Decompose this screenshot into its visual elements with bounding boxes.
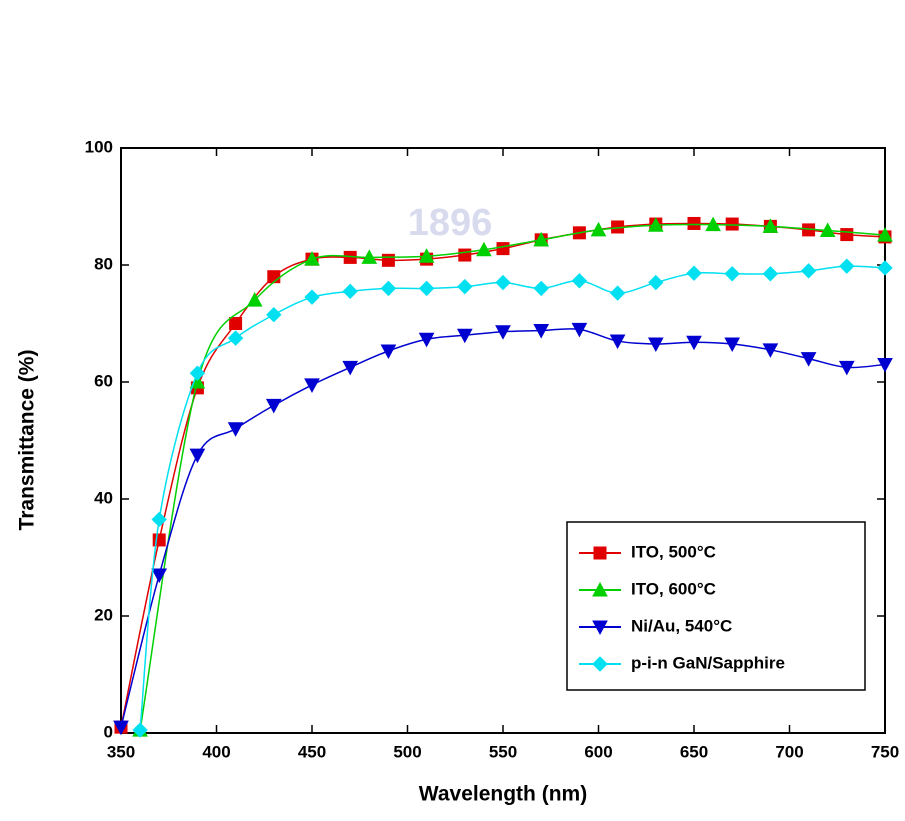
data-point [380,344,397,360]
x-axis-title: Wavelength (nm) [419,783,587,806]
x-tick-label: 550 [489,742,517,761]
x-tick-label: 400 [202,742,230,761]
data-point [838,360,855,376]
data-point [819,222,836,237]
data-point [227,330,244,346]
data-point [609,334,626,350]
data-point [361,249,378,264]
data-point [686,335,702,351]
data-point [800,352,817,367]
y-tick-label: 0 [104,722,113,741]
data-point [132,722,148,738]
legend-marker [592,581,608,597]
data-point [762,343,779,358]
data-point [265,398,282,414]
legend-marker [592,620,608,636]
data-point [647,337,664,353]
legend-marker [593,546,607,560]
data-point [496,242,510,256]
data-point [609,285,626,301]
y-tick-label: 100 [85,137,113,156]
data-point [456,328,473,344]
data-point [533,280,549,297]
legend-marker [592,656,608,672]
data-point [762,266,779,282]
data-point [418,280,435,297]
legend-label: Ni/Au, 540°C [631,616,732,635]
data-point [342,283,358,300]
data-point [267,270,281,284]
data-point [229,317,243,330]
x-tick-label: 450 [298,742,326,761]
legend-label: ITO, 500°C [631,542,716,561]
data-point [304,289,320,305]
x-tick-label: 350 [107,742,135,761]
data-point [686,265,702,281]
data-point [495,325,511,340]
data-point [189,448,206,464]
data-point [151,511,167,528]
data-point [457,278,473,295]
data-point [724,337,741,353]
legend-box [566,521,866,691]
x-tick-label: 600 [584,742,612,761]
data-point [381,253,395,267]
data-point [113,720,129,736]
y-axis-title: Transmittance (%) [16,350,39,531]
data-point [800,263,817,279]
y-tick-label: 80 [94,254,113,273]
y-tick-label: 20 [94,605,113,624]
data-point [724,266,740,282]
legend-label: p-i-n GaN/Sapphire [631,653,785,672]
legend-label: ITO, 600°C [631,579,716,598]
data-point [495,274,511,291]
data-point [762,218,779,233]
data-point [418,248,435,263]
data-point [342,360,359,376]
data-point [647,217,664,232]
data-point [533,324,550,339]
x-tick-label: 650 [680,742,708,761]
data-point [227,422,244,437]
data-point [571,322,588,338]
y-tick-label: 40 [94,488,113,507]
watermark: 1896 [408,202,493,244]
data-point [877,357,893,373]
data-point [877,227,893,242]
x-tick-label: 500 [393,742,421,761]
data-point [648,274,664,291]
series-line [120,327,886,728]
data-point [687,216,701,230]
data-point [458,248,472,262]
data-point [246,292,263,307]
data-point [151,568,168,584]
data-point [476,241,492,257]
data-point [877,260,893,276]
data-point [266,307,282,323]
data-point [418,332,435,348]
data-point [839,258,855,274]
series-line [139,223,886,731]
data-point [380,280,397,297]
data-point [304,378,320,393]
data-point [571,273,588,289]
data-point [304,251,320,266]
data-point [840,228,854,242]
y-tick-label: 60 [94,371,113,390]
data-point [152,533,166,547]
data-point [725,217,739,231]
series-line [139,265,886,731]
data-point [533,231,550,247]
data-point [189,365,206,381]
x-tick-label: 750 [871,742,899,761]
data-point [590,221,607,237]
data-point [705,216,721,232]
x-tick-label: 700 [775,742,803,761]
